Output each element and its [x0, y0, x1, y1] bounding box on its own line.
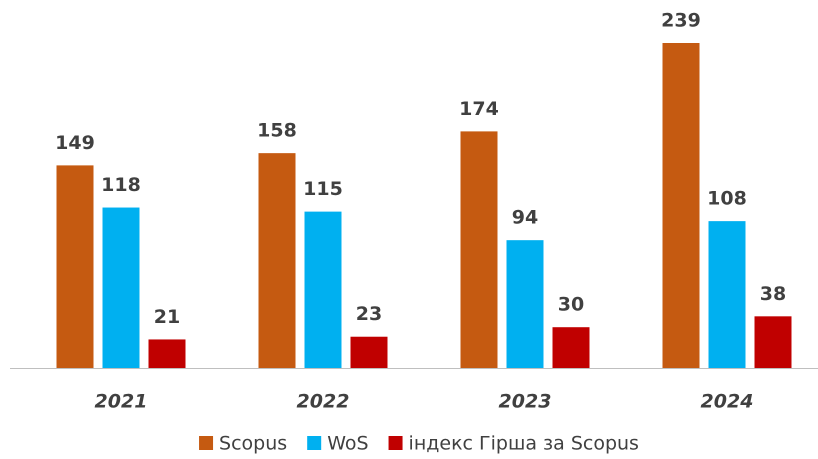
- legend-label: WoS: [327, 433, 368, 455]
- value-label: 149: [55, 132, 95, 154]
- bar: [56, 165, 94, 368]
- x-tick-label: 2023: [499, 391, 552, 413]
- x-tick-label: 2022: [297, 391, 350, 413]
- value-label: 158: [257, 120, 297, 142]
- x-tick-label: 2024: [701, 391, 754, 413]
- bar: [708, 221, 746, 368]
- value-label: 23: [356, 303, 382, 325]
- bar: [662, 43, 700, 368]
- bar: [350, 336, 388, 368]
- bar: [754, 316, 792, 368]
- x-tick-label: 2021: [95, 391, 148, 413]
- value-label: 94: [512, 207, 538, 229]
- bar: [506, 240, 544, 368]
- bar: [258, 153, 296, 368]
- bar: [552, 327, 590, 368]
- legend-label: індекс Гірша за Scopus: [409, 433, 639, 455]
- bar: [460, 131, 498, 368]
- value-label: 108: [707, 188, 747, 210]
- bar: [148, 339, 186, 368]
- value-label: 118: [101, 174, 141, 196]
- value-label: 115: [303, 178, 343, 200]
- value-label: 21: [154, 306, 180, 328]
- legend-swatch: [388, 436, 403, 450]
- bar: [304, 211, 342, 368]
- value-label: 174: [459, 98, 499, 120]
- legend-swatch: [307, 436, 322, 450]
- bar: [102, 207, 140, 368]
- value-label: 38: [760, 283, 786, 305]
- value-label: 30: [558, 294, 584, 316]
- legend-label: Scopus: [219, 433, 287, 455]
- value-label: 239: [661, 10, 701, 32]
- legend-swatch: [199, 436, 214, 450]
